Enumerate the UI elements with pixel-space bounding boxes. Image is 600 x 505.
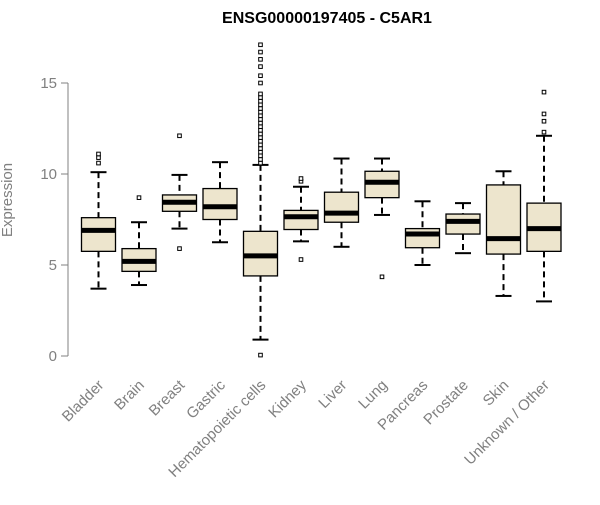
category-label: Breast [146,376,189,419]
outlier-point [258,49,263,55]
box-iqr [485,184,522,255]
box-group [485,170,522,297]
box-iqr [323,191,360,223]
category-label: Lung [355,377,391,413]
category-label: Liver [315,377,350,412]
outlier-point [258,42,263,48]
outlier-point [541,118,547,124]
outlier-point [258,124,263,129]
box-iqr [404,227,441,249]
box-group [242,42,279,358]
y-tick-label: 15 [40,75,57,92]
chart-title: ENSG00000197405 - C5AR1 [222,10,432,27]
outlier-point [258,149,263,155]
box-iqr [445,213,481,235]
outlier-point [258,160,263,166]
box-group [121,195,157,287]
outlier-point [136,195,142,200]
outlier-point [177,246,182,251]
outlier-point [298,176,304,181]
outlier-point [258,98,263,104]
box-group [404,200,441,266]
y-tick-label: 10 [40,166,57,183]
outlier-point [258,106,263,111]
outlier-point [379,274,385,280]
box-group [364,157,400,280]
outlier-point [258,131,263,137]
box-iqr [283,209,319,231]
outlier-point [258,153,263,159]
outlier-point [258,102,263,108]
box-group [445,202,481,255]
outlier-point [258,352,263,358]
outlier-point [258,95,263,100]
category-label: Kidney [265,376,310,421]
box-group [526,89,562,303]
box-group [283,176,319,262]
outlier-point [258,135,263,140]
outlier-point [258,80,263,86]
outlier-point [96,151,101,157]
outlier-point [258,64,263,69]
y-tick-label: 0 [49,348,57,365]
outlier-point [258,138,263,144]
outlier-point [541,89,547,95]
boxes-layer [80,42,562,358]
outlier-point [258,117,263,122]
outlier-point [258,120,263,126]
box-group [161,133,198,251]
outlier-point [258,146,263,151]
outlier-point [96,155,101,160]
box-group [80,151,117,290]
category-label: Prostate [420,377,472,429]
box-iqr [202,187,238,221]
outlier-point [258,57,263,62]
outlier-point [177,133,182,139]
outlier-point [258,73,263,79]
y-axis-label: Expression [0,163,16,237]
outlier-point [96,160,101,166]
box-iqr [80,217,117,252]
outlier-point [258,157,263,162]
box-group [323,157,360,248]
category-label: Brain [111,377,148,414]
outlier-point [541,111,547,117]
outlier-point [298,257,304,262]
y-tick-label: 5 [49,257,57,274]
category-label: Skin [480,377,513,410]
outlier-point [258,91,263,97]
outlier-point [258,142,263,148]
box-group [202,161,238,244]
outlier-point [258,113,263,119]
outlier-point [258,109,263,115]
outlier-point [258,128,263,133]
outlier-point [541,129,547,135]
category-label: Bladder [59,377,108,426]
y-axis: 0 5 10 15 [40,75,69,365]
